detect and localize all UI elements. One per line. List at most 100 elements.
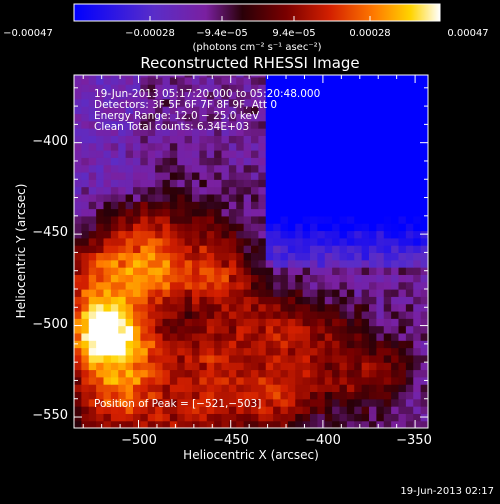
heatmap-cell [295,142,304,151]
heatmap-cell [287,413,296,422]
heatmap-cell [251,325,259,334]
heatmap-cell [265,171,274,180]
heatmap-cell [169,106,178,115]
heatmap-cell [81,157,90,166]
heatmap-cell [118,91,127,100]
heatmap-cell [391,369,400,378]
heatmap-cell [169,376,178,385]
heatmap-cell [398,171,407,180]
heatmap-cell [110,98,119,107]
heatmap-cell [199,186,208,195]
plot-frame [73,74,429,429]
heatmap-cell [221,325,230,334]
heatmap-cell [376,340,385,349]
heatmap-cell [317,296,326,305]
heatmap-cell [74,245,82,254]
heatmap-cell [413,201,422,210]
heatmap-cell [155,296,164,305]
heatmap-cell [81,113,90,122]
heatmap-cell [236,201,245,210]
heatmap-cell [280,120,289,129]
heatmap-cell [273,157,282,166]
heatmap-cell [125,120,134,129]
heatmap-cell [88,274,97,283]
heatmap-cell [103,369,112,378]
heatmap-cell [228,303,237,312]
heatmap-cell [162,318,171,327]
heatmap-cell [199,179,208,188]
heatmap-cell [332,303,341,312]
heatmap-cell [192,128,200,136]
heatmap-cell [310,84,318,93]
heatmap-cell [228,245,237,254]
heatmap-cell [243,281,252,290]
heatmap-cell [265,340,274,349]
heatmap-cell [273,245,282,254]
heatmap-cell [88,201,97,210]
heatmap-cell [103,259,112,268]
heatmap-cell [346,230,355,239]
heatmap-cell [361,318,370,327]
heatmap-cell [110,75,119,78]
heatmap-cell [339,354,348,363]
heatmap-cell [110,354,119,363]
heatmap-cell [317,113,326,122]
heatmap-cell [192,106,200,115]
heatmap-cell [74,91,82,100]
heatmap-cell [280,98,289,107]
heatmap-cell [369,369,377,378]
heatmap-cell [354,340,363,349]
heatmap-cell [295,347,304,356]
heatmap-cell [332,406,341,414]
heatmap-cell [361,76,370,85]
heatmap-cell [346,310,355,319]
heatmap-cell [221,84,230,93]
heatmap-cell [162,193,171,202]
heatmap-cell [295,113,304,122]
heatmap-cell [302,376,311,385]
heatmap-cell [273,369,282,378]
heatmap-cell [273,420,282,428]
heatmap-cell [413,420,422,428]
heatmap-cell [420,398,428,407]
heatmap-cell [265,406,274,414]
heatmap-cell [251,120,259,129]
x-tick-label: −450 [213,433,249,448]
heatmap-cell [147,120,156,129]
heatmap-cell [383,354,392,363]
heatmap-cell [302,391,311,400]
heatmap-cell [413,376,422,385]
heatmap-cell [147,157,156,166]
heatmap-cell [405,91,414,100]
heatmap-cell [280,384,289,393]
heatmap-cell [265,398,274,407]
heatmap-cell [243,186,252,195]
heatmap-cell [413,303,422,312]
heatmap-cell [324,325,333,334]
heatmap-cell [221,201,230,210]
heatmap-cell [221,347,230,356]
heatmap-cell [155,208,164,217]
heatmap-cell [103,252,112,261]
heatmap-cell [147,267,156,275]
heatmap-cell [169,76,178,85]
heatmap-cell [133,259,141,268]
heatmap-cell [280,369,289,378]
heatmap-cell [140,142,149,151]
heatmap-cell [221,157,230,166]
colorbar-tick-label: −0.00047 [3,28,53,39]
heatmap-cell [206,369,215,378]
heatmap-cell [214,332,223,341]
heatmap-cell [332,237,341,246]
heatmap-cell [169,332,178,341]
heatmap-cell [258,120,267,129]
heatmap-cell [243,208,252,217]
heatmap-cell [103,362,112,371]
heatmap-cell [192,91,200,100]
heatmap-cell [81,128,90,136]
heatmap-cell [376,106,385,115]
heatmap-cell [192,179,200,188]
heatmap-cell [74,325,82,334]
heatmap-cell [140,128,149,136]
heatmap-cell [324,398,333,407]
